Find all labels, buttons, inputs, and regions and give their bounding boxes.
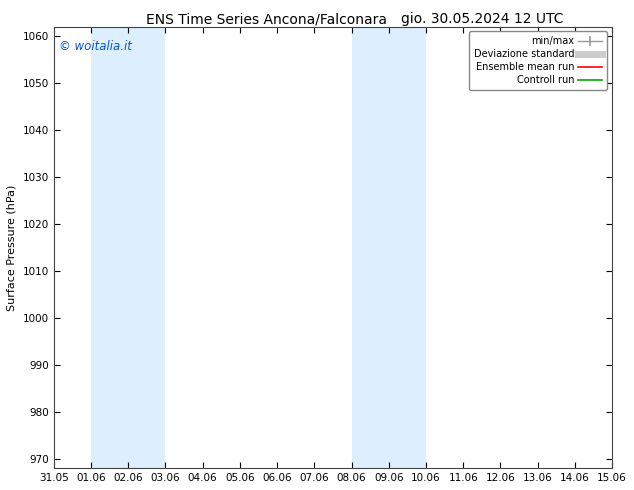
Bar: [351, 26, 426, 468]
Text: © woitalia.it: © woitalia.it: [59, 40, 132, 53]
Bar: [612, 26, 634, 468]
Text: ENS Time Series Ancona/Falconara: ENS Time Series Ancona/Falconara: [146, 12, 387, 26]
Bar: [91, 26, 165, 468]
Legend: min/max, Deviazione standard, Ensemble mean run, Controll run: min/max, Deviazione standard, Ensemble m…: [469, 31, 607, 90]
Y-axis label: Surface Pressure (hPa): Surface Pressure (hPa): [7, 184, 17, 311]
Text: gio. 30.05.2024 12 UTC: gio. 30.05.2024 12 UTC: [401, 12, 563, 26]
